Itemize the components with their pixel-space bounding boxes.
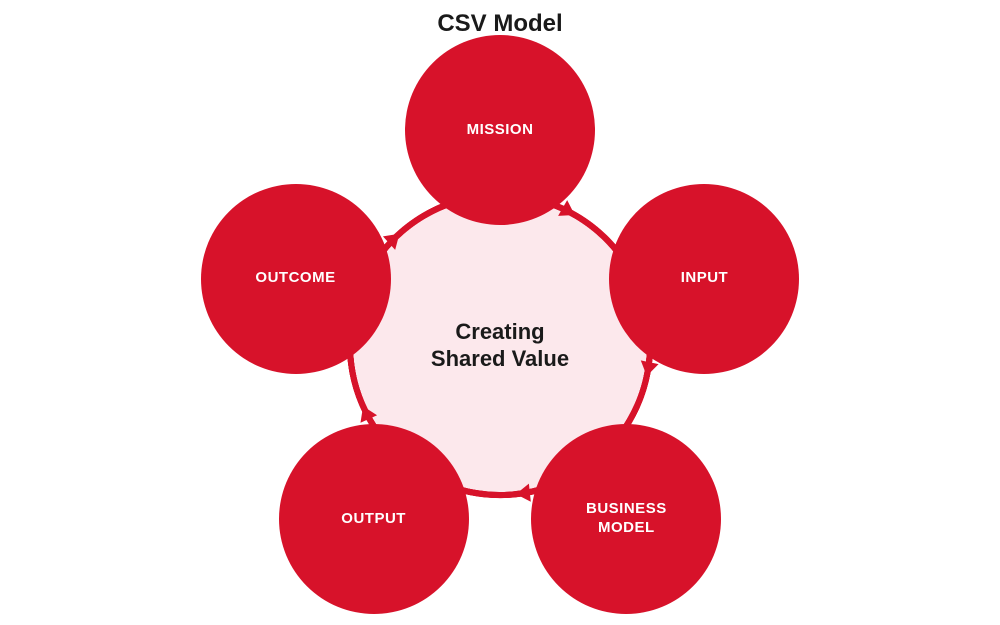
node-circle: OUTCOME [201, 184, 391, 374]
node-label: BUSINESS MODEL [586, 500, 667, 538]
csv-model-diagram: CSV Model Creating Shared Value MISSIONI… [0, 0, 1000, 625]
node-label: OUTPUT [341, 510, 406, 529]
node-circle: INPUT [609, 184, 799, 374]
node-circle: OUTPUT [279, 424, 469, 614]
node-label: OUTCOME [255, 269, 335, 288]
node-label: INPUT [681, 269, 729, 288]
node-circle: BUSINESS MODEL [531, 424, 721, 614]
node-circle: MISSION [405, 35, 595, 225]
node-label: MISSION [467, 121, 534, 140]
